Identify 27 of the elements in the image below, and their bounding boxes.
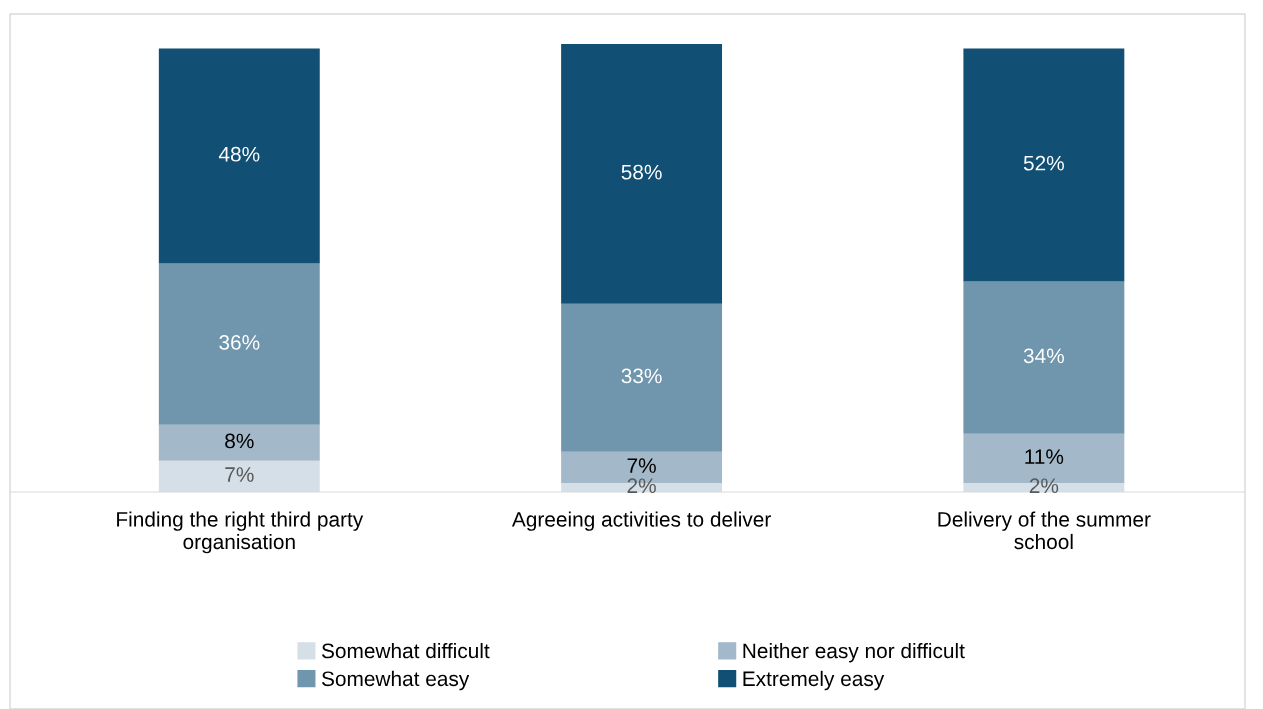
data-label: 48% xyxy=(218,146,260,162)
data-label: 58% xyxy=(621,164,662,180)
data-label: 34% xyxy=(1023,348,1064,364)
x-tick-label: Finding the right third party organisation xyxy=(117,511,364,554)
data-label: 11% xyxy=(1025,449,1064,464)
data-label: 36% xyxy=(219,335,260,350)
data-label: 2% xyxy=(1029,478,1059,494)
bar xyxy=(158,424,320,461)
bar xyxy=(963,48,1125,282)
legend-label: Neither easy nor difficult xyxy=(743,642,965,663)
bar xyxy=(561,44,723,304)
legend-label: Somewhat difficult xyxy=(321,642,490,659)
data-label: 2% xyxy=(627,478,656,494)
x-tick-label: Delivery of the summer school xyxy=(938,511,1151,550)
bar xyxy=(158,460,320,492)
data-label: 52% xyxy=(1023,155,1064,171)
data-label: 7% xyxy=(225,467,254,482)
bar xyxy=(561,303,723,452)
data-label: 8% xyxy=(225,433,254,449)
data-label: 7% xyxy=(627,458,656,473)
legend-label: Somewhat easy xyxy=(321,670,470,691)
legend-label: Extremely easy xyxy=(743,670,885,691)
x-tick-label: Agreeing activities to deliver xyxy=(511,511,771,531)
bar xyxy=(963,281,1125,434)
bar xyxy=(158,48,320,264)
bar xyxy=(158,263,320,425)
data-label: 33% xyxy=(621,368,662,384)
